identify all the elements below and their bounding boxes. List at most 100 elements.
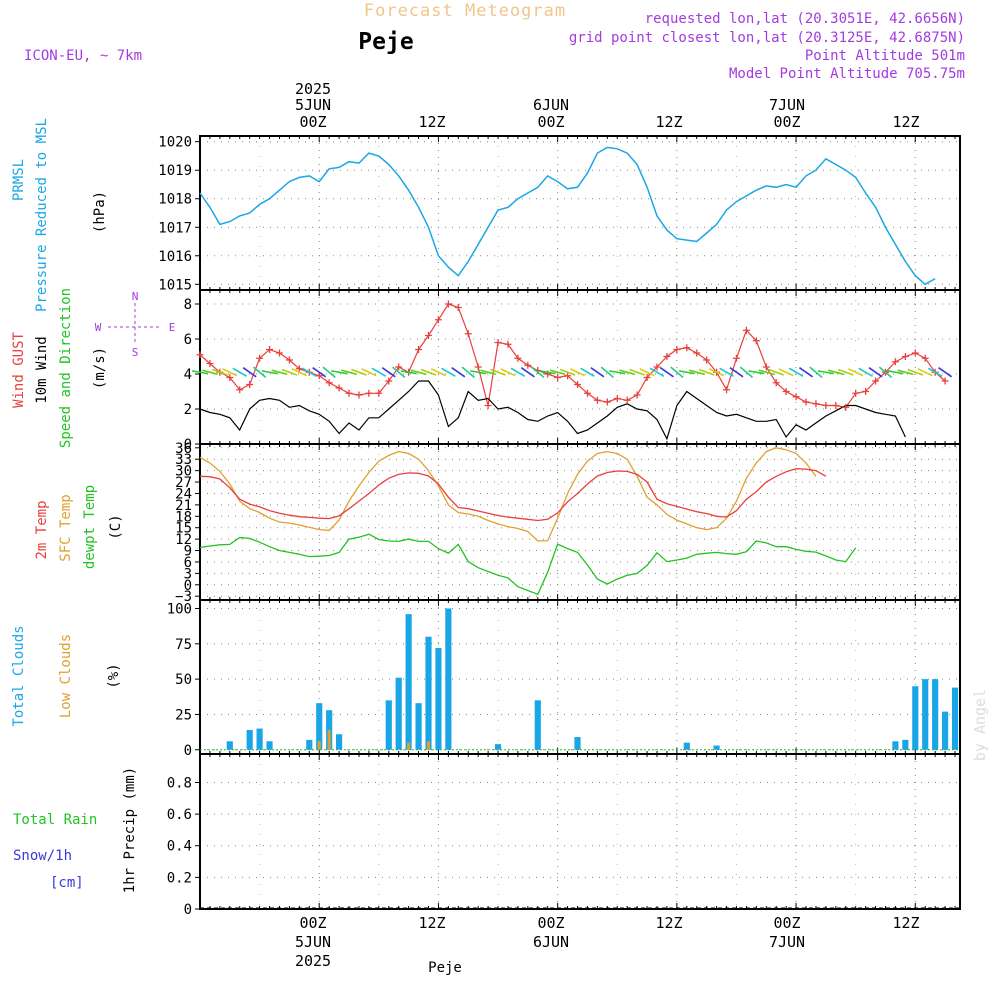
gust-marker	[583, 389, 591, 397]
y-tick-label: 100	[167, 601, 192, 617]
total-cloud-bar	[316, 703, 323, 750]
model-altitude: Model Point Altitude 705.75m	[729, 66, 965, 82]
gust-marker	[772, 379, 780, 387]
compass-south: S	[132, 346, 139, 359]
precip-label: 1hr Precip (mm)	[122, 767, 138, 893]
wind-direction-arrow	[242, 367, 257, 378]
dewpt-label: dewpt Temp	[82, 485, 98, 569]
total-cloud-bar	[932, 679, 939, 750]
y-tick-label: 2	[184, 402, 192, 418]
y-tick-label: 3	[184, 566, 192, 582]
gust-marker	[395, 363, 403, 371]
y-tick-label: 1018	[158, 192, 192, 208]
gust-marker	[862, 388, 870, 395]
gust-marker	[514, 354, 522, 362]
wind-direction-arrow	[938, 367, 953, 378]
y-tick-label: 9	[184, 544, 192, 560]
pressure-label-2: Pressure Reduced to MSL	[34, 118, 50, 312]
wind-direction-arrow	[261, 370, 278, 375]
y-tick-label: 1019	[158, 163, 192, 179]
wind-direction-arrow	[768, 368, 785, 376]
y-tick-label: 50	[175, 672, 192, 688]
gust-marker	[703, 356, 711, 364]
y-tick-label: 1016	[158, 249, 192, 265]
y-tick-label: 0	[184, 578, 192, 594]
wind-direction-arrow	[639, 368, 655, 377]
low-cloud-bar	[317, 741, 321, 750]
sfc-temp-line	[199, 447, 817, 542]
top-time-tick: 00Z	[537, 113, 564, 131]
gust-marker	[196, 351, 204, 359]
wind-unit: (m/s)	[92, 347, 108, 389]
wind-direction-arrow	[559, 368, 576, 376]
y-tick-label: 18	[175, 509, 192, 525]
gust-marker	[554, 374, 562, 381]
wind-direction-arrow	[709, 368, 725, 377]
wind-direction-arrow	[659, 367, 674, 378]
wind-direction-arrow	[799, 367, 814, 378]
gust-marker	[424, 332, 432, 339]
gust-marker	[941, 377, 949, 385]
wind-direction-arrow	[729, 367, 744, 378]
total-cloud-bar	[405, 614, 412, 750]
wind-direction-arrow	[480, 369, 497, 376]
bottom-time-tick: 00Z	[537, 914, 564, 932]
panel-frame	[199, 753, 961, 910]
rain-legend: Total Rain	[13, 812, 97, 828]
y-tick-label: 30	[175, 464, 192, 480]
bottom-time-tick: 00Z	[299, 914, 326, 932]
gust-marker	[812, 400, 820, 408]
total-cloud-bar	[892, 741, 899, 750]
wind-direction-arrow	[688, 369, 705, 376]
gust-marker	[574, 381, 582, 388]
top-time-tick: 12Z	[418, 113, 445, 131]
wind-direction-arrow	[351, 368, 367, 376]
gust-marker	[206, 360, 214, 367]
location-title: Peje	[358, 29, 413, 55]
compass-rose: N S W E	[95, 290, 176, 359]
gust-marker	[375, 389, 383, 397]
wind-direction-arrow	[420, 368, 437, 376]
total-cloud-bar	[336, 734, 343, 750]
top-date-label: 7JUN	[769, 96, 805, 114]
wind-direction-arrow	[897, 369, 914, 376]
y-tick-label: 1017	[158, 220, 192, 236]
wind-direction-arrow	[678, 370, 695, 375]
gust-marker	[315, 372, 323, 380]
gust-marker	[504, 340, 512, 348]
y-tick-label: 33	[175, 452, 192, 468]
panel-frame	[199, 289, 961, 445]
gust-marker	[444, 300, 452, 308]
clouds-unit: (%)	[106, 663, 122, 688]
wind-direction-arrow	[322, 366, 336, 379]
wind-direction-arrow	[569, 368, 586, 377]
credit-watermark: by Angel	[971, 689, 989, 761]
total-cloud-bar	[415, 703, 422, 750]
panel-frame	[199, 443, 961, 601]
bottom-date-label: 5JUN	[295, 933, 331, 951]
total-cloud-bar	[574, 737, 581, 750]
y-tick-label: 0	[184, 743, 192, 759]
y-tick-label: 12	[175, 532, 192, 548]
point-altitude: Point Altitude 501m	[805, 48, 965, 64]
wind-direction-arrow	[301, 367, 317, 377]
gust-marker	[842, 403, 850, 411]
wind-direction-arrow	[619, 369, 636, 376]
total-cloud-bar	[256, 728, 263, 750]
y-tick-label: 4	[184, 367, 192, 383]
y-tick-label: 1020	[158, 135, 192, 151]
gust-marker	[385, 377, 393, 385]
gust-marker	[415, 346, 423, 353]
wind-direction-arrow	[878, 366, 893, 379]
gust-marker	[673, 346, 681, 353]
chart-title: Forecast Meteogram	[364, 1, 566, 21]
y-tick-label: 0	[184, 902, 192, 918]
gust-marker	[275, 349, 283, 357]
wind-direction-arrow	[868, 367, 883, 378]
wind-direction-arrow	[590, 367, 605, 378]
temp-unit: (C)	[108, 514, 124, 539]
wind-direction-arrow	[539, 370, 556, 375]
gust-marker	[464, 330, 472, 338]
wind-direction-arrow	[281, 368, 298, 376]
